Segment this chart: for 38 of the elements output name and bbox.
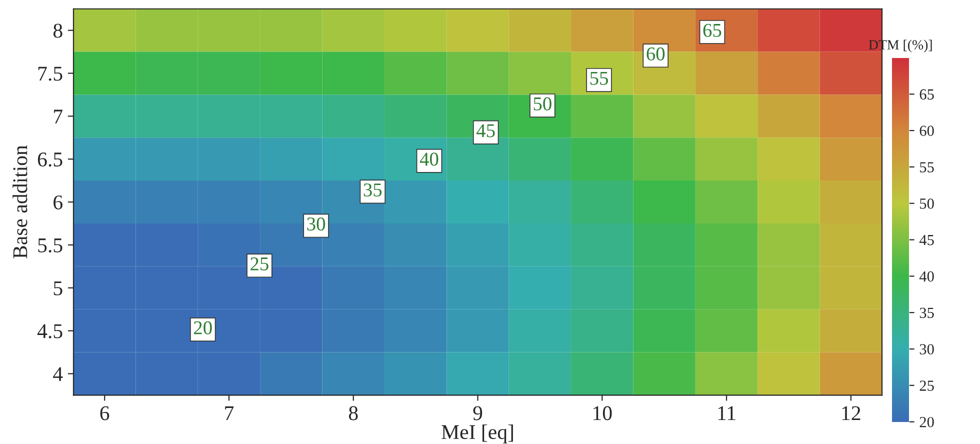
color-bar-label: 55: [920, 162, 934, 172]
y-tick-label: 6.5: [38, 152, 62, 167]
color-bar-label: 60: [920, 126, 934, 136]
color-bar-label: 65: [920, 89, 934, 100]
y-tick-label: 4.5: [37, 324, 62, 338]
color-bar-label: 35: [920, 308, 934, 318]
color-bar-label: 25: [920, 380, 934, 391]
y-tick-label: 6: [54, 195, 62, 210]
annotation: 20: [194, 321, 212, 334]
y-tick-label: 8: [53, 24, 62, 38]
x-tick-label: 9: [473, 406, 482, 420]
y-axis-title: Base addition: [12, 145, 28, 258]
annotation: 65: [703, 24, 722, 37]
y-tick-label: 4: [53, 367, 63, 381]
color-bar-label: 20: [920, 416, 934, 428]
annotation: 60: [646, 47, 665, 60]
annotation: 30: [307, 217, 326, 231]
x-tick-label: 10: [594, 406, 612, 420]
color-bar-label: 40: [919, 271, 934, 282]
y-tick-label: 7: [54, 110, 62, 124]
annotation: 35: [364, 183, 382, 197]
x-tick-label: 7: [225, 406, 234, 420]
x-tick-label: 6: [100, 406, 110, 420]
y-tick-label: 7.5: [38, 66, 62, 81]
annotation: 25: [250, 257, 268, 270]
annotation: 55: [590, 72, 608, 85]
y-tick-label: 5.5: [38, 238, 62, 252]
color-bar-label: 30: [920, 344, 934, 354]
x-tick-label: 12: [842, 406, 860, 420]
x-tick-label: 11: [718, 406, 736, 420]
x-axis-title: MeI [eq]: [442, 424, 513, 444]
annotation: 50: [534, 97, 552, 110]
color-bar-label: 45: [919, 235, 934, 246]
y-tick-label: 5: [54, 281, 62, 296]
annotation: 45: [476, 124, 495, 138]
annotation: 40: [420, 152, 438, 166]
color-bar-label: 50: [920, 198, 934, 209]
x-tick-label: 8: [348, 406, 358, 420]
